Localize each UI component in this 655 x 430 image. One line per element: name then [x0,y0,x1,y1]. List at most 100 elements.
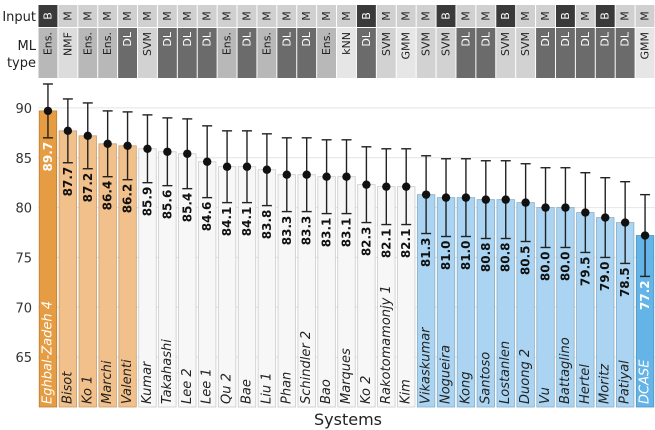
x-tick-label: Rakotomamonjy 1 [379,285,394,404]
mean-point [262,165,272,174]
type-cell [217,28,237,78]
data-label: 81.0 [439,241,453,271]
type-cell-label: DL [360,31,373,46]
x-tick-label: Schindler 2 [299,331,314,404]
mean-point [521,198,530,207]
data-label: 81.0 [459,241,473,271]
type-cell [555,28,575,78]
mean-point [123,141,132,150]
type-cell [138,28,157,78]
data-label: 81.3 [419,238,433,268]
x-tick-label: Duong 2 [518,349,533,404]
type-cell [98,28,118,78]
x-tick-label: Patiyal [618,360,633,404]
input-cell [416,5,436,27]
mean-point [242,162,252,171]
x-tick-label: Santoso [478,352,493,404]
x-tick-label: Lee 1 [200,368,215,404]
x-tick-label: Nogueira [439,345,454,404]
input-cell [98,5,118,27]
input-cell-label: B [360,12,373,20]
data-label: 79.0 [598,261,612,291]
type-cell-label: Ens. [260,32,273,55]
type-cell-label: SVM [380,32,393,56]
type-cell [118,28,138,78]
type-cell-label: NMF [61,32,74,56]
input-cell [376,5,396,27]
type-cell [356,28,376,78]
input-cell-label: M [400,11,413,21]
type-cell [416,28,436,78]
type-cell [237,28,257,78]
input-cell-label: M [161,11,174,21]
input-cell-label: M [181,11,194,21]
type-cell [297,28,317,78]
input-cell-label: M [320,11,333,21]
x-axis-label: Systems [314,410,382,429]
input-cell-label: M [479,11,492,21]
mean-point [143,144,152,153]
data-label: 80.8 [499,243,513,273]
type-cell-label: DL [300,31,313,46]
x-tick-label: Valenti [120,359,135,404]
x-tick-label: Eghbal-Zadeh 4 [40,301,55,404]
type-cell-label: DL [240,31,253,46]
bar-labels: 89.7 Eghbal-Zadeh 4 87.7 Bisot 87.2 Ko 1 86.4 M… [40,142,652,404]
type-cell [257,28,277,78]
x-tick-label: Phan [279,372,294,404]
mean-point [202,157,212,166]
x-tick-label: Kumar [140,360,155,404]
input-cell [536,5,555,27]
mean-point [620,218,630,227]
input-cell [516,5,536,27]
input-cell-label: M [121,11,134,21]
type-cell [476,28,496,78]
input-cell [297,5,317,27]
type-cell-label: DL [181,31,194,46]
data-label: 83.1 [340,218,354,248]
mean-point [640,231,650,240]
mean-point [183,149,192,158]
type-cell-label: SVM [440,32,453,56]
mean-point [601,213,610,222]
type-cell-label: kNN [340,32,353,55]
x-tick-label: Vu [538,387,553,404]
mean-point [222,162,232,171]
type-cell [337,28,356,78]
input-cell [476,5,496,27]
type-cell-label: DL [559,31,572,46]
input-cell-label: M [260,11,273,21]
input-cell [78,5,98,27]
type-cell [78,28,98,78]
mean-point [501,195,510,204]
input-cell [317,5,337,27]
data-label: 82.1 [399,229,413,259]
input-cell-label: M [300,11,313,21]
mean-point [342,172,351,181]
data-label: 83.3 [280,216,294,246]
mean-point [481,195,491,204]
type-cell-label: SVM [519,32,532,56]
type-cell-label: DL [479,31,492,46]
data-label: 84.6 [200,202,214,232]
type-cell [516,28,536,78]
input-cell-label: M [340,11,353,21]
x-tick-label: Bao [319,379,334,404]
input-cell [635,5,655,27]
x-tick-label: Bisot [60,371,75,404]
mean-point [322,172,331,181]
input-cell [277,5,297,27]
data-label: 85.4 [180,193,194,223]
input-cell-label: B [440,12,453,20]
type-cell [595,28,615,78]
type-cell-label: DL [161,31,174,46]
input-cell-label: M [201,11,214,21]
type-cell [496,28,516,78]
input-cell-label: M [61,11,74,21]
data-label: 84.1 [220,207,234,237]
mean-point [382,182,391,191]
data-label: 80.0 [558,251,572,281]
mean-point [83,131,92,141]
type-cell [456,28,476,78]
type-cell-label: DL [619,31,632,46]
